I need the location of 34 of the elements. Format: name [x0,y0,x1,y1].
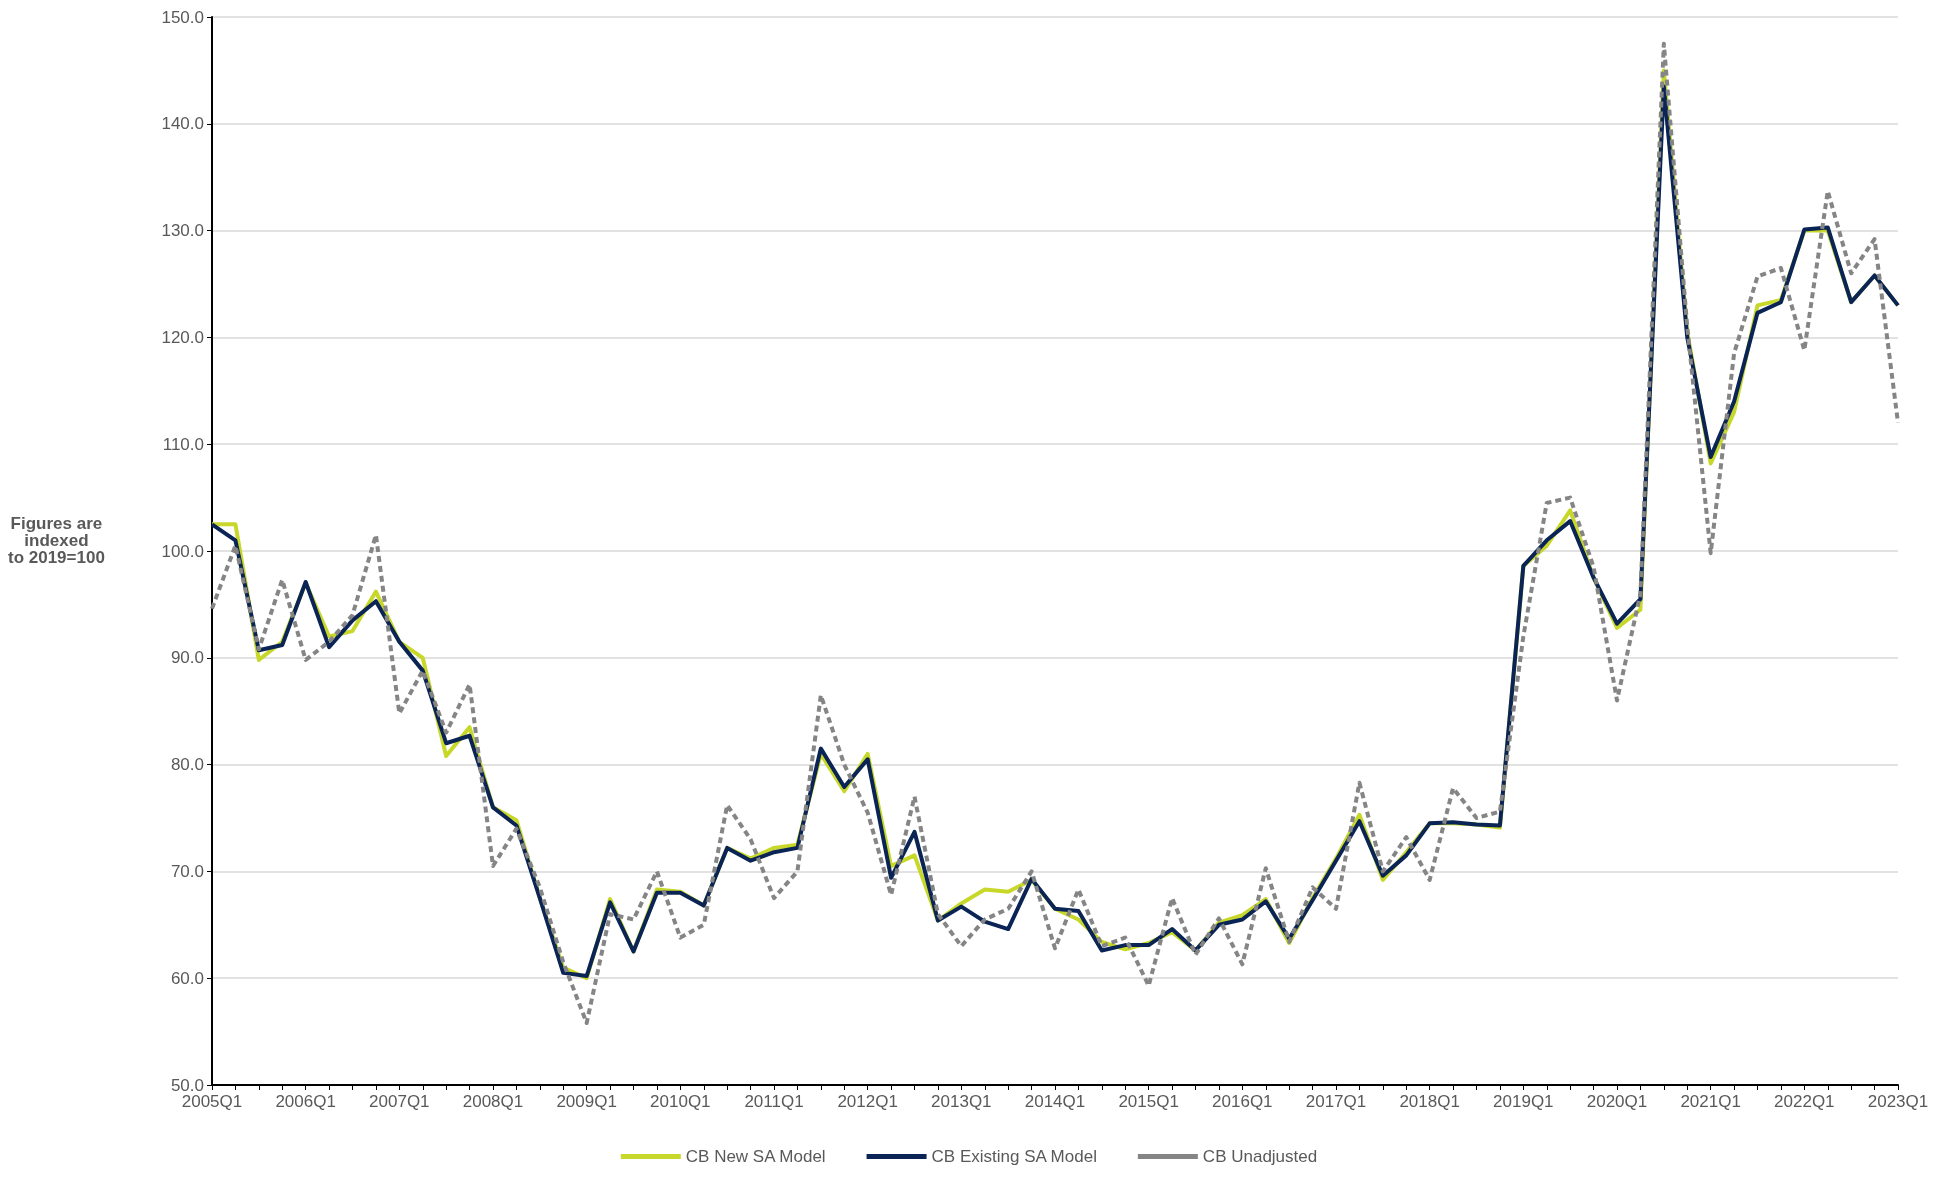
y-tick-label: 100.0 [161,541,204,561]
x-tick-label: 2014Q1 [1024,1092,1086,1111]
y-tick-label: 60.0 [170,968,204,988]
x-tick-label: 2016Q1 [1212,1092,1273,1111]
y-tick-label: 150.0 [161,7,204,27]
y-tick-label: 70.0 [170,861,204,881]
x-tick-label: 2006Q1 [275,1092,336,1111]
y-tick-label: 50.0 [170,1075,204,1095]
x-tick-label: 2018Q1 [1399,1092,1460,1111]
x-tick-label: 2009Q1 [556,1092,617,1111]
x-tick-label: 2020Q1 [1586,1092,1648,1111]
x-tick-label: 2010Q1 [650,1092,711,1111]
x-tick-label: 2015Q1 [1118,1092,1179,1111]
x-tick-label: 2011Q1 [744,1092,804,1111]
x-tick-label: 2021Q1 [1680,1092,1741,1111]
y-tick-label: 140.0 [161,114,204,134]
y-tick-label: 90.0 [170,648,204,668]
y-tick-label: 80.0 [170,755,204,775]
y-tick-label: 110.0 [162,434,204,454]
y-tick-label: 120.0 [161,327,204,347]
legend-label: CB Unadjusted [1202,1147,1318,1166]
x-tick-label: 2022Q1 [1774,1092,1835,1111]
legend-label: CB Existing SA Model [931,1147,1097,1166]
y-tick-label: 130.0 [161,221,204,241]
x-tick-label: 2023Q1 [1867,1092,1929,1111]
x-tick-label: 2019Q1 [1493,1092,1554,1111]
y-axis-title: Figures are indexed to 2019=100 [7,514,105,567]
x-tick-label: 2017Q1 [1305,1092,1367,1111]
x-tick-label: 2005Q1 [181,1092,243,1111]
x-tick-label: 2008Q1 [462,1092,524,1111]
x-tick-label: 2007Q1 [369,1092,430,1111]
x-tick-label: 2012Q1 [837,1092,898,1111]
x-tick-label: 2013Q1 [931,1092,992,1111]
legend-label: CB New SA Model [685,1147,826,1166]
